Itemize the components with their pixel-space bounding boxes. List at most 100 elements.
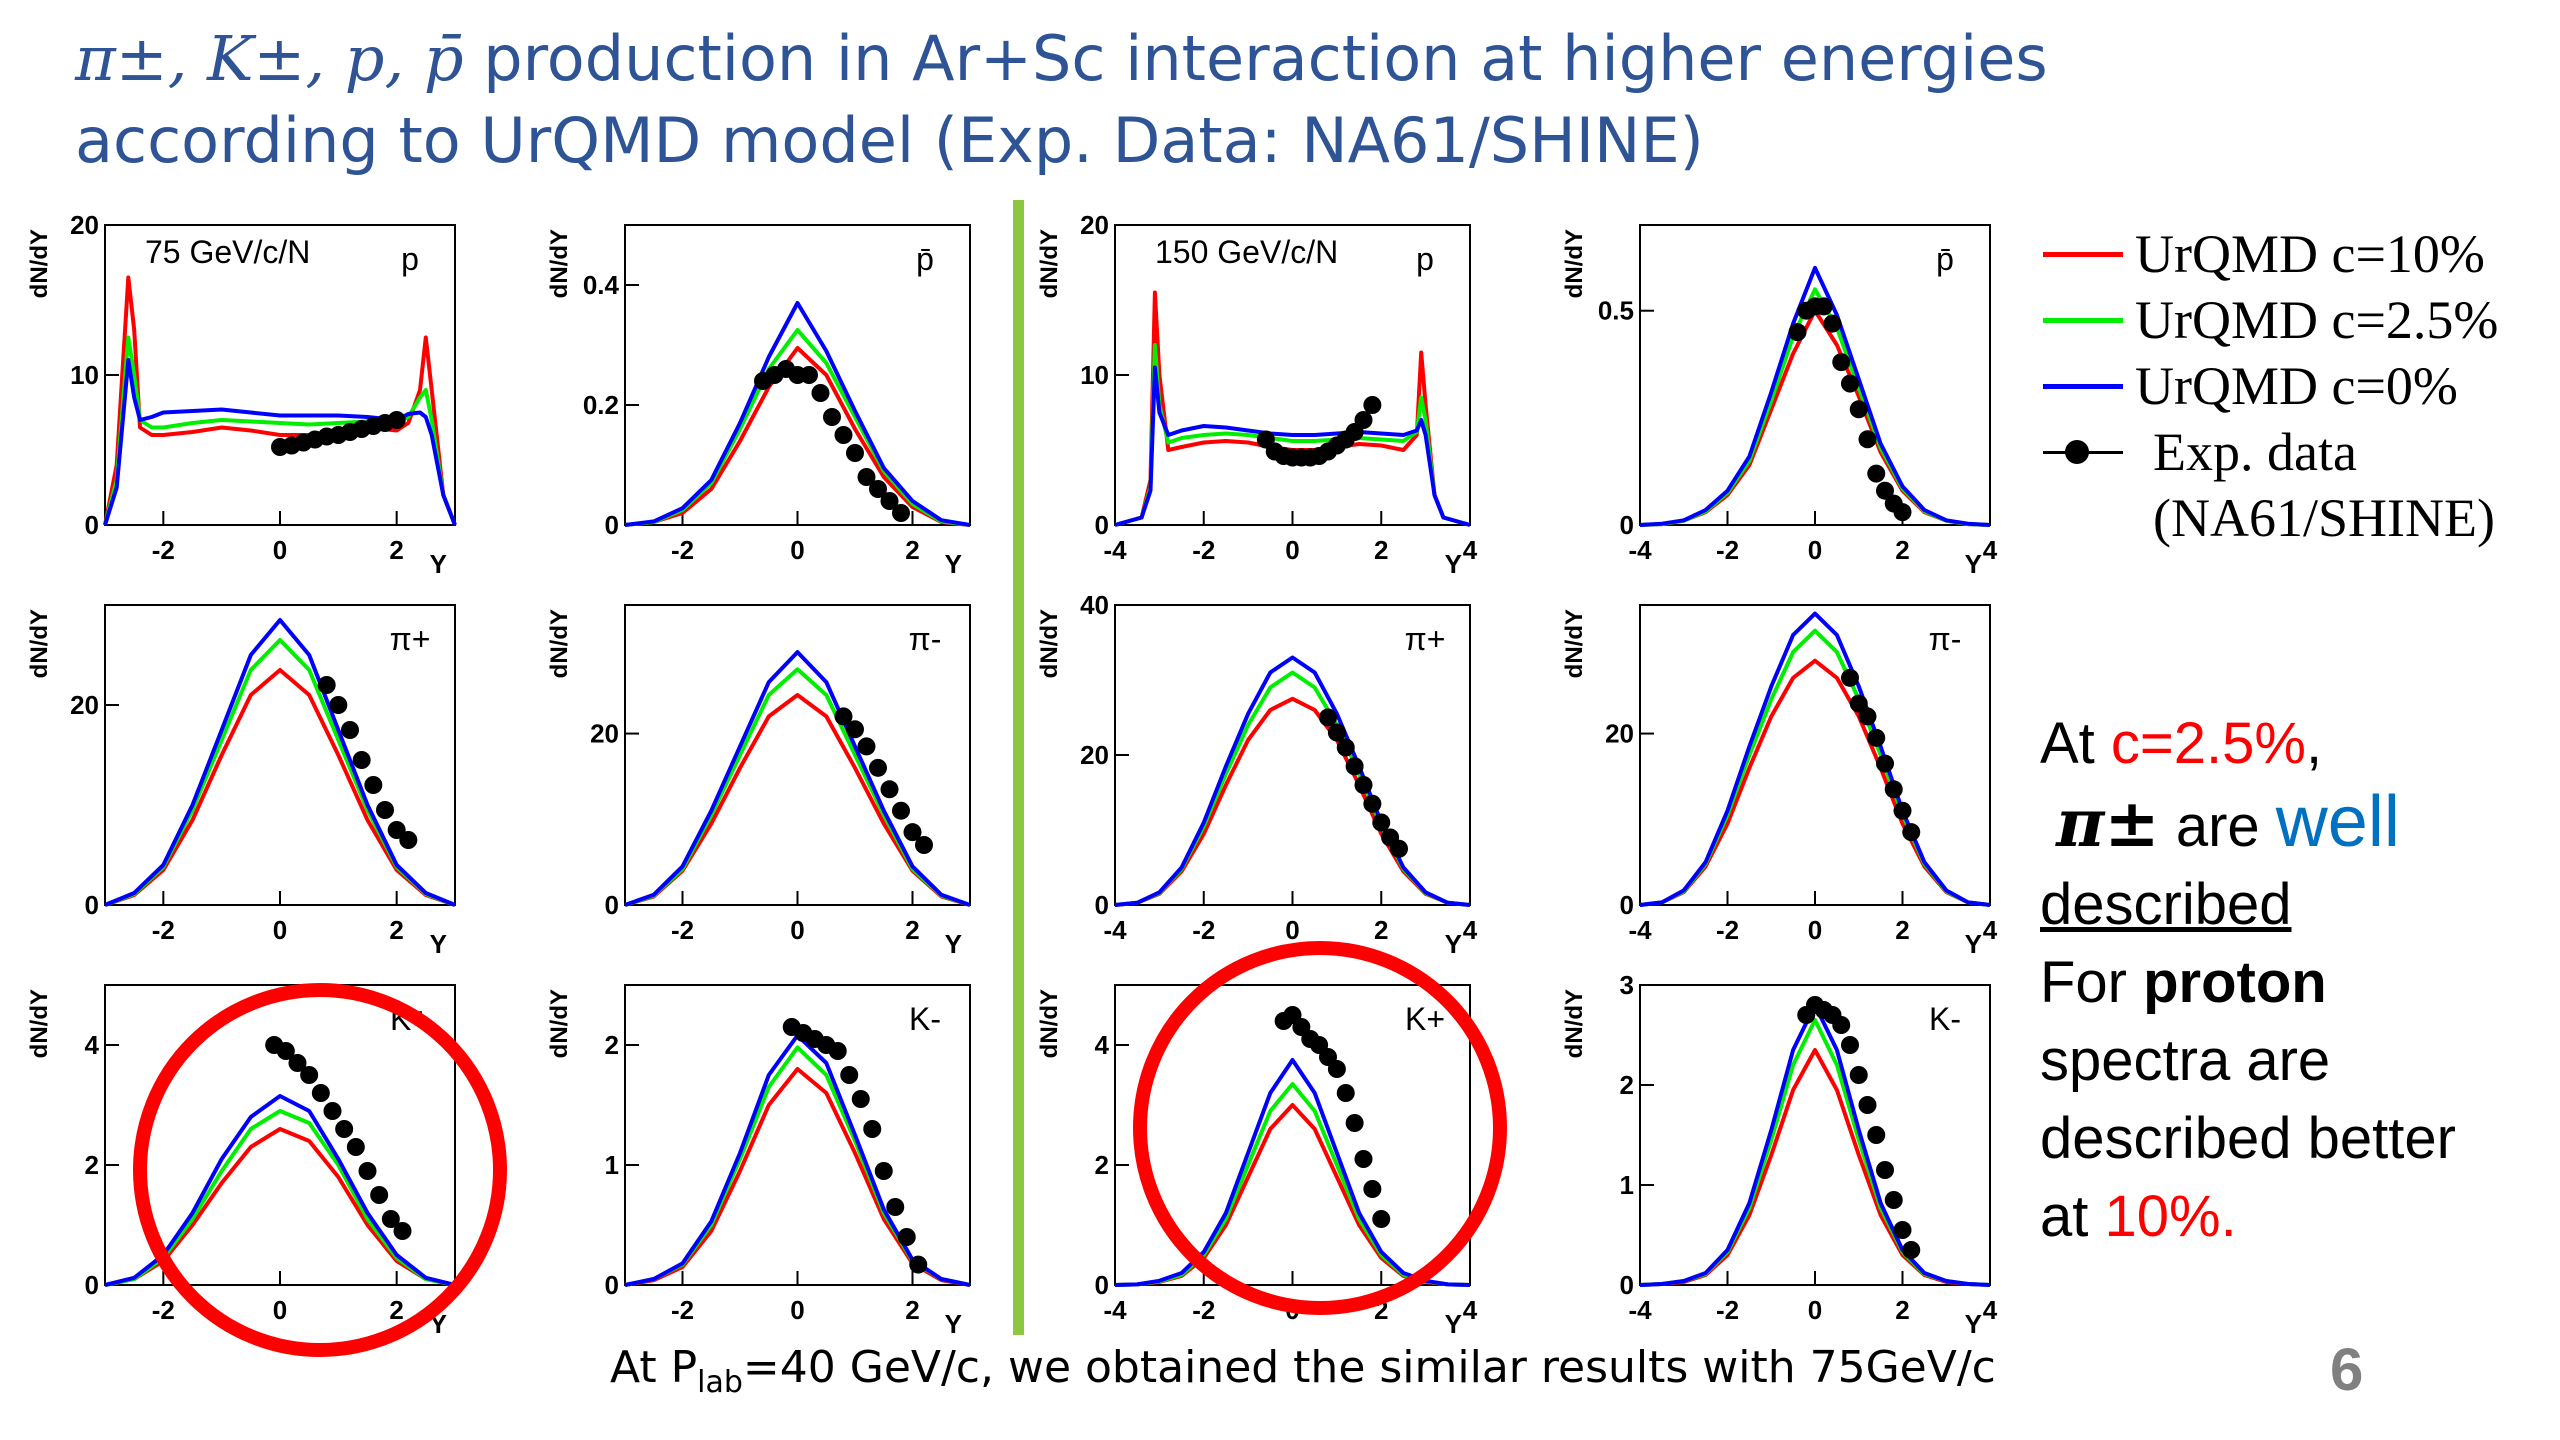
exp-data-point bbox=[857, 468, 876, 486]
y-axis-label: dN/dY bbox=[26, 229, 53, 298]
exp-data-point bbox=[846, 444, 864, 462]
legend-line-green bbox=[2043, 318, 2123, 323]
x-tick-label: 0 bbox=[790, 1295, 804, 1325]
page-number: 6 bbox=[2330, 1336, 2364, 1403]
exp-data-point bbox=[1814, 297, 1833, 316]
x-tick-label: -4 bbox=[1103, 535, 1127, 565]
note-text: At bbox=[2040, 711, 2111, 776]
exp-data-point bbox=[851, 1090, 870, 1108]
y-tick-label: 0 bbox=[1620, 890, 1634, 920]
x-axis-label: Y bbox=[1965, 549, 1982, 579]
exp-data-point bbox=[1876, 754, 1894, 773]
y-tick-label: 0.2 bbox=[583, 390, 619, 420]
y-tick-label: 1 bbox=[1620, 1170, 1634, 1200]
series-line-c0 bbox=[1114, 365, 1471, 527]
exp-data-point bbox=[335, 1120, 354, 1138]
exp-data-point bbox=[892, 801, 910, 820]
note-highlight: 10%. bbox=[2104, 1184, 2237, 1249]
series-line-c0 bbox=[624, 650, 971, 907]
exp-data-point bbox=[311, 1084, 330, 1102]
plot-frame bbox=[1114, 604, 1471, 906]
note-line-3: described bbox=[2040, 866, 2540, 944]
exp-data-point bbox=[329, 696, 348, 714]
x-tick-label: -2 bbox=[1192, 535, 1215, 565]
exp-data-point bbox=[1372, 813, 1391, 832]
exp-data-point bbox=[811, 384, 830, 402]
chart-panel: -4 -2 0 2 4 0 20 YdN/dY π- bbox=[1561, 604, 1998, 959]
exp-data-point bbox=[846, 720, 864, 739]
x-axis-label: Y bbox=[1445, 1309, 1462, 1339]
x-tick-label: 0 bbox=[1808, 1295, 1822, 1325]
legend-line-red bbox=[2043, 252, 2123, 257]
exp-data-point bbox=[1849, 1066, 1868, 1084]
exp-data-point bbox=[1902, 1241, 1921, 1259]
exp-data-point bbox=[276, 1042, 295, 1060]
x-tick-label: 2 bbox=[389, 535, 403, 565]
x-tick-label: 4 bbox=[1463, 535, 1478, 565]
exp-data-point bbox=[834, 426, 853, 444]
series-line-c10 bbox=[104, 668, 456, 907]
exp-data-point bbox=[399, 831, 418, 849]
note-text: , bbox=[2306, 711, 2323, 776]
y-tick-label: 20 bbox=[1605, 719, 1634, 749]
y-tick-label: 2 bbox=[1620, 1070, 1634, 1100]
x-tick-label: 0 bbox=[273, 1295, 287, 1325]
x-tick-label: -2 bbox=[671, 915, 694, 945]
x-tick-label: 4 bbox=[1463, 915, 1478, 945]
particle-label: p̄ bbox=[916, 241, 934, 277]
plot-frame bbox=[1639, 984, 1991, 1286]
x-tick-label: -2 bbox=[152, 915, 175, 945]
y-tick-label: 20 bbox=[1080, 210, 1109, 240]
exp-data-point bbox=[1858, 430, 1877, 449]
exp-data-point bbox=[381, 1210, 400, 1228]
x-tick-label: 0 bbox=[1285, 535, 1299, 565]
legend-label: UrQMD c=10% bbox=[2135, 224, 2485, 284]
x-tick-label: -2 bbox=[152, 1295, 175, 1325]
note-bold: proton bbox=[2143, 950, 2327, 1015]
exp-data-point bbox=[1841, 374, 1859, 393]
exp-data-point bbox=[909, 1255, 928, 1274]
chart-panel: -4 -2 0 2 4 0 10 20 YdN/dY p 150 GeV/c/N bbox=[1036, 210, 1478, 579]
particle-label: π- bbox=[909, 621, 942, 657]
y-tick-label: 2 bbox=[85, 1150, 99, 1180]
legend-label: UrQMD c=2.5% bbox=[2135, 290, 2499, 350]
exp-data-point bbox=[1354, 1150, 1373, 1168]
exp-data-point bbox=[341, 721, 359, 739]
note-highlight: c=2.5% bbox=[2110, 711, 2306, 776]
y-tick-label: 3 bbox=[1620, 970, 1634, 1000]
exp-data-point bbox=[1876, 1161, 1894, 1179]
energy-label: 150 GeV/c/N bbox=[1155, 234, 1338, 270]
exp-data-point bbox=[1823, 314, 1842, 333]
x-tick-label: -4 bbox=[1103, 915, 1127, 945]
particle-label: K- bbox=[909, 1001, 941, 1037]
y-tick-label: 0 bbox=[1095, 1270, 1109, 1300]
y-axis-label: dN/dY bbox=[1561, 989, 1588, 1058]
y-tick-label: 10 bbox=[1080, 360, 1109, 390]
particle-label: p bbox=[1416, 241, 1434, 277]
exp-data-point bbox=[1893, 1221, 1912, 1239]
exp-data-point bbox=[323, 1102, 342, 1120]
x-tick-label: -4 bbox=[1628, 915, 1652, 945]
x-axis-label: Y bbox=[430, 549, 447, 579]
exp-data-point bbox=[1902, 823, 1921, 842]
exp-data-point bbox=[874, 1162, 893, 1180]
exp-data-point bbox=[1867, 728, 1886, 747]
title-line2: according to UrQMD model (Exp. Data: NA6… bbox=[75, 104, 1704, 177]
plot-frame bbox=[624, 604, 971, 906]
exp-data-point bbox=[1858, 707, 1877, 726]
note-text: For bbox=[2040, 950, 2144, 1015]
exp-data-point bbox=[1354, 411, 1373, 429]
footer-suffix: =40 GeV/c, we obtained the similar resul… bbox=[742, 1342, 1996, 1393]
conclusion-note: At c=2.5%, π± are well described For pro… bbox=[2040, 705, 2540, 1256]
x-tick-label: 2 bbox=[905, 1295, 919, 1325]
x-tick-label: 2 bbox=[389, 915, 403, 945]
exp-data-point bbox=[1390, 839, 1408, 858]
exp-data-point bbox=[1336, 738, 1355, 757]
series-line-c0 bbox=[624, 301, 971, 527]
legend-item-c25: UrQMD c=2.5% bbox=[2035, 288, 2555, 352]
x-axis-label: Y bbox=[1445, 929, 1462, 959]
exp-data-point bbox=[1788, 323, 1807, 342]
legend-item-exp: Exp. data bbox=[2035, 420, 2555, 484]
